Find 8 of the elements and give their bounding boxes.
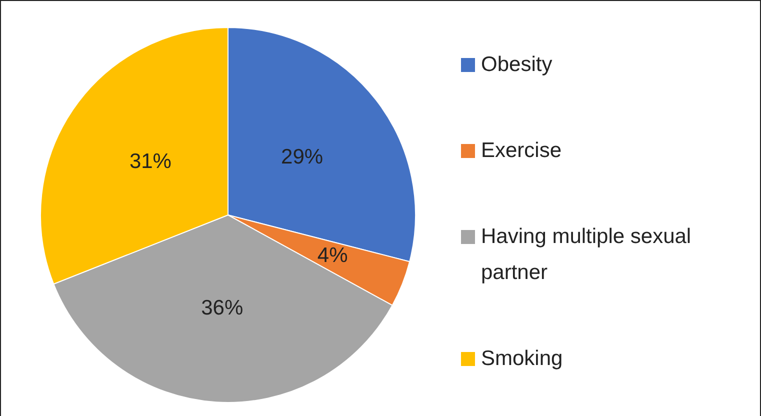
data-label: 36% xyxy=(201,296,244,320)
legend-label: Exercise xyxy=(481,138,562,164)
legend-label: Having multiple sexual partner xyxy=(481,224,692,286)
legend-label: Smoking xyxy=(481,346,563,372)
legend-label: Obesity xyxy=(481,52,552,78)
data-label: 4% xyxy=(317,244,348,268)
data-label: 29% xyxy=(281,145,324,168)
data-label: 31% xyxy=(129,150,172,174)
